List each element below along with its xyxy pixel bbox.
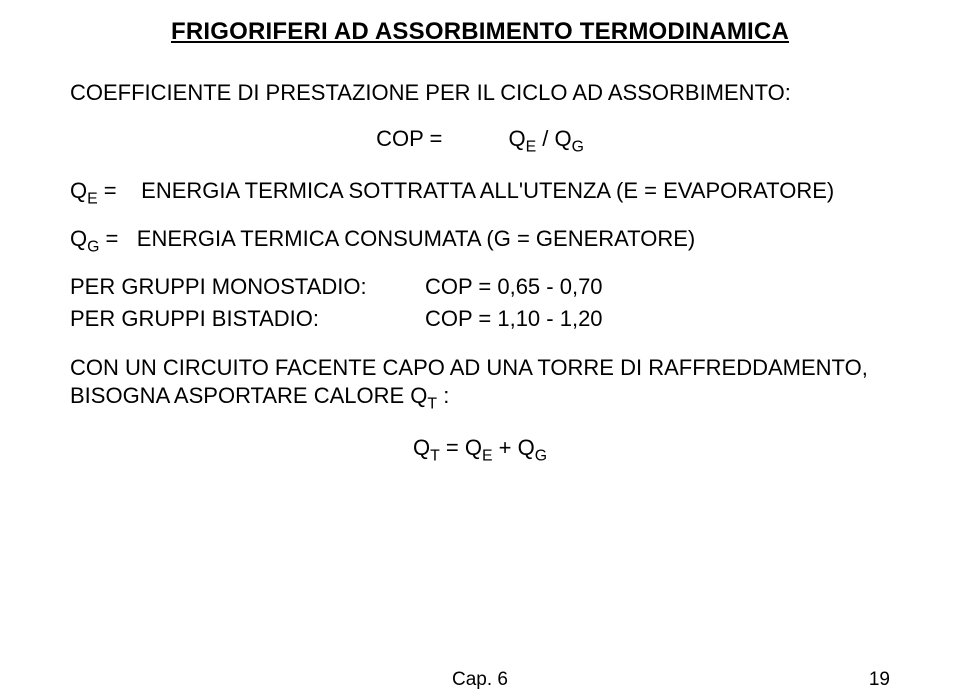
circuit-paragraph: CON UN CIRCUITO FACENTE CAPO AD UNA TORR… (70, 354, 890, 409)
circuit-line2: BISOGNA ASPORTARE CALORE QT : (70, 383, 449, 408)
def-qg-symbol: QG = (70, 226, 118, 251)
def-qe: QE = ENERGIA TERMICA SOTTRATTA ALL'UTENZ… (70, 178, 890, 204)
circuit-line1: CON UN CIRCUITO FACENTE CAPO AD UNA TORR… (70, 355, 868, 380)
document-page: FRIGORIFERI AD ASSORBIMENTO TERMODINAMIC… (0, 0, 960, 685)
definitions: QE = ENERGIA TERMICA SOTTRATTA ALL'UTENZ… (70, 178, 890, 252)
def-qg-text: ENERGIA TERMICA CONSUMATA (G = GENERATOR… (137, 226, 695, 251)
group-mono-value: COP = 0,65 - 0,70 (425, 274, 603, 300)
page-title: FRIGORIFERI AD ASSORBIMENTO TERMODINAMIC… (70, 18, 890, 46)
def-qe-symbol: QE = (70, 178, 117, 203)
group-bi-value: COP = 1,10 - 1,20 (425, 306, 603, 332)
group-mono-label: PER GRUPPI MONOSTADIO: (70, 274, 425, 300)
groups-table: PER GRUPPI MONOSTADIO: COP = 0,65 - 0,70… (70, 274, 890, 332)
cop-lhs: COP = (376, 126, 442, 152)
intro-line: COEFFICIENTE DI PRESTAZIONE PER IL CICLO… (70, 80, 890, 106)
cop-rhs: QE / QG (508, 126, 583, 151)
group-bi-row: PER GRUPPI BISTADIO: COP = 1,10 - 1,20 (70, 306, 890, 332)
def-qe-text: ENERGIA TERMICA SOTTRATTA ALL'UTENZA (E … (141, 178, 834, 203)
group-mono-row: PER GRUPPI MONOSTADIO: COP = 0,65 - 0,70 (70, 274, 890, 300)
def-qg: QG = ENERGIA TERMICA CONSUMATA (G = GENE… (70, 226, 890, 252)
footer-chapter: Cap. 6 (452, 669, 508, 691)
cop-formula: COP = QE / QG (70, 126, 890, 152)
group-bi-label: PER GRUPPI BISTADIO: (70, 306, 425, 332)
qt-formula: QT = QE + QG (70, 435, 890, 461)
footer-page: 19 (869, 669, 890, 691)
